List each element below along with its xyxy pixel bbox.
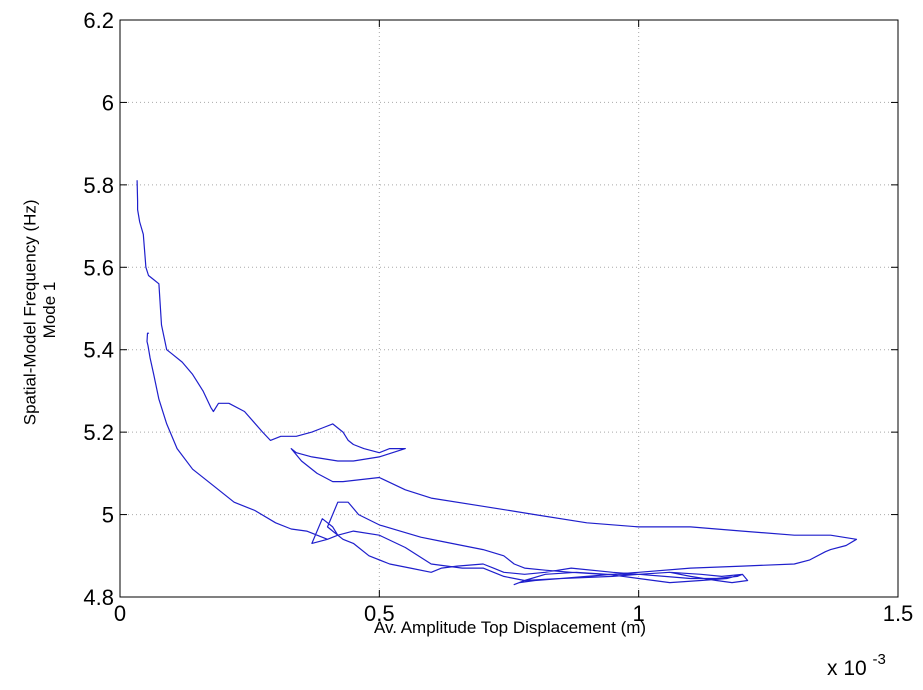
y-tick-label: 5.2: [83, 420, 114, 445]
x-axis-exponent-power: -3: [873, 651, 886, 668]
label-layer: Av. Amplitude Top Displacement (m) Spati…: [20, 195, 886, 680]
y-tick-label: 4.8: [83, 585, 114, 610]
y-tick-label: 5.6: [83, 255, 114, 280]
y-axis-label-line: Spatial-Model Frequency (Hz): [20, 199, 39, 425]
x-tick-label: 0.5: [364, 601, 395, 626]
series-line: [136, 180, 858, 586]
y-axis-label: Spatial-Model Frequency (Hz) Mode 1: [20, 195, 59, 426]
y-axis-label-line: Mode 1: [40, 282, 59, 339]
x-tick-label: 1: [633, 601, 645, 626]
x-tick-label: 0: [114, 601, 126, 626]
y-tick-label: 5: [102, 503, 114, 528]
series-layer: [136, 180, 858, 586]
tick-layer: 0 0.5 1 1.5 4.8 5 5.2 5.4 5.6 5.8 6 6.2: [83, 8, 913, 626]
y-tick-label: 5.8: [83, 173, 114, 198]
y-tick-label: 5.4: [83, 338, 114, 363]
x-axis-label: Av. Amplitude Top Displacement (m): [374, 618, 646, 637]
axes-box: [119, 19, 899, 598]
x-axis-exponent-label: x 10 -3: [827, 651, 886, 680]
y-tick-label: 6.2: [83, 8, 114, 33]
grid-layer: [120, 20, 898, 597]
x-axis-exponent-base: x 10: [827, 657, 867, 680]
y-tick-label: 6: [102, 90, 114, 115]
x-tick-label: 1.5: [883, 601, 914, 626]
